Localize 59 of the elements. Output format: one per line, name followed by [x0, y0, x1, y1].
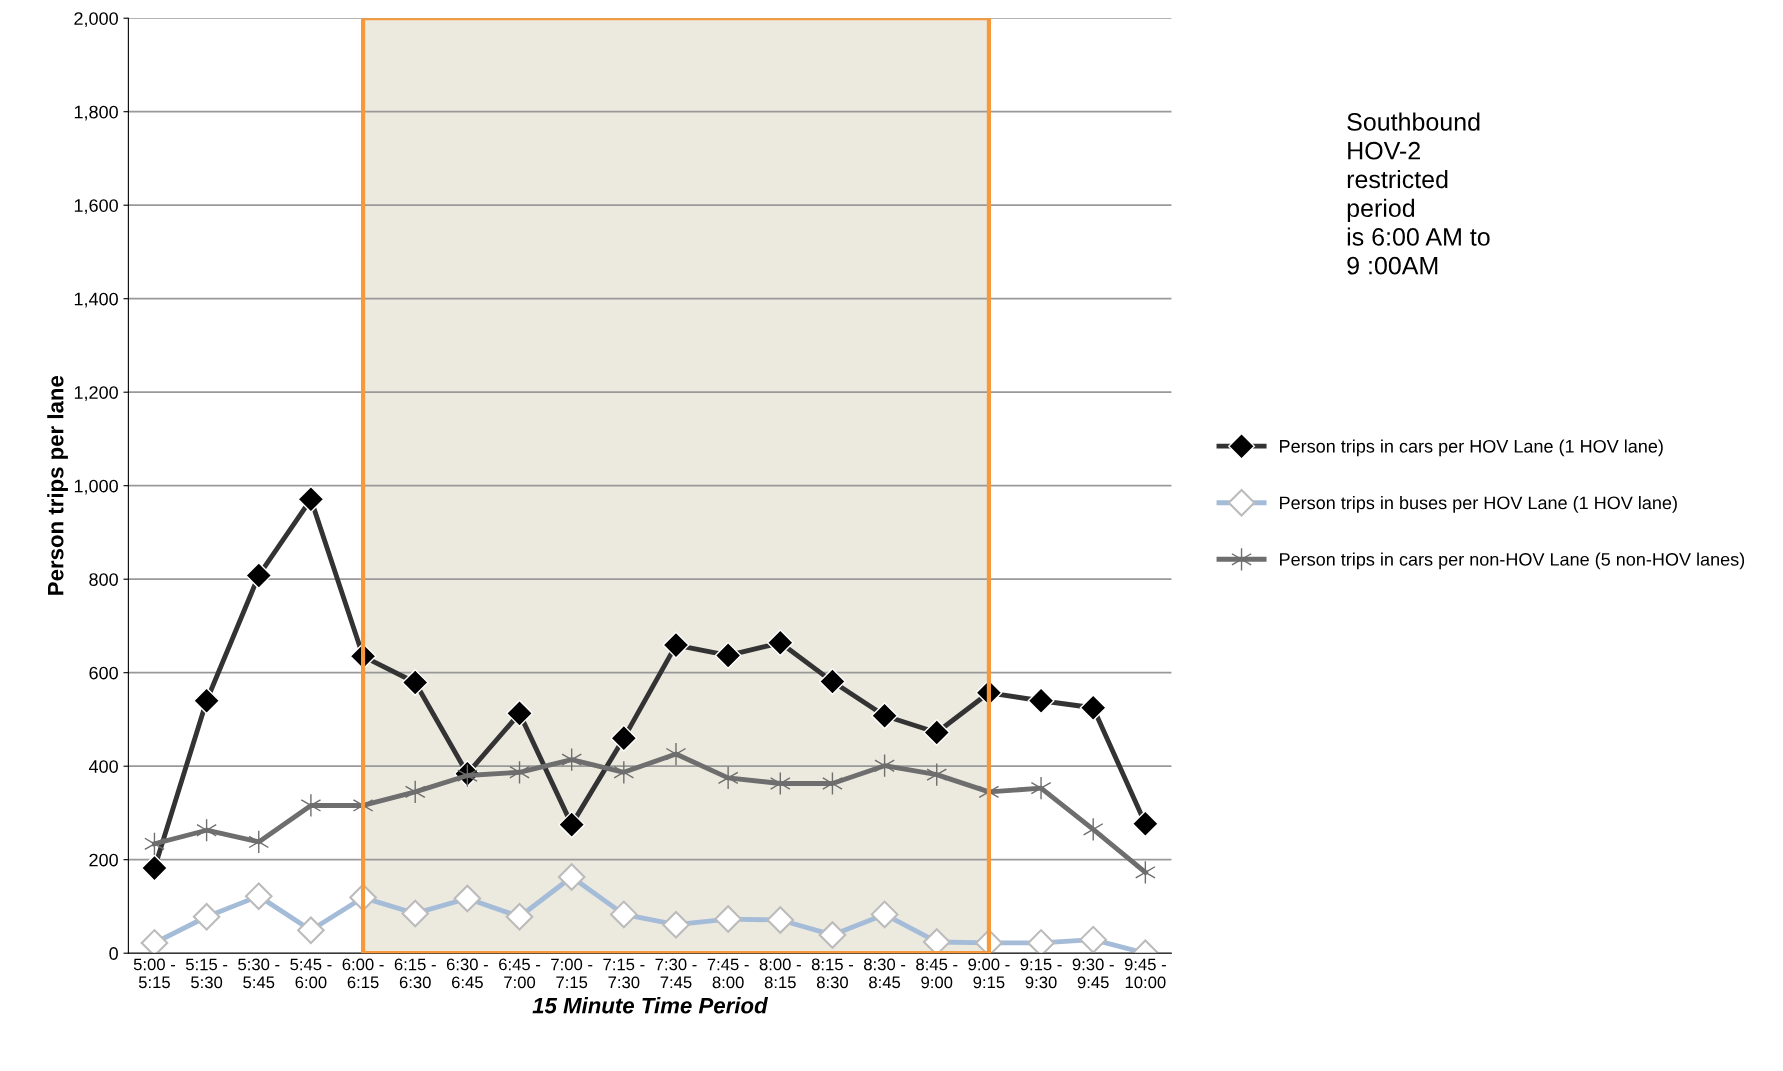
point [610, 900, 638, 929]
x-tick-label: 6:30 - 6:45 [446, 958, 488, 989]
point [613, 760, 635, 785]
x-tick-label: 8:00 - 8:15 [759, 958, 801, 989]
point [453, 884, 482, 913]
x-tick-label: 6:00 - 6:15 [342, 958, 384, 989]
x-tick-label: 7:15 - 7:30 [603, 958, 645, 989]
point [665, 742, 687, 766]
point [1027, 929, 1055, 954]
y-tick-label: 0 [109, 947, 118, 960]
y-tick-label: 400 [88, 760, 118, 773]
point [244, 882, 273, 910]
x-tick-label: 5:45 - 6:00 [290, 958, 332, 989]
point [1030, 776, 1052, 800]
y-tick-label: 1,400 [74, 292, 118, 308]
y-axis-title: Person trips per lane [47, 375, 68, 595]
y-tick-label: 1,200 [74, 386, 118, 402]
y-tick-label: 2,000 [74, 12, 118, 28]
x-tick-label: 9:30 - 9:45 [1072, 958, 1114, 989]
legend-label: Person trips in cars per non-HOV Lane (5 non-HOV lanes) [1280, 552, 1745, 570]
point [401, 899, 430, 928]
legend-label: Person trips in cars per HOV Lane (1 HOV lane) [1280, 439, 1663, 457]
y-tick-label: 800 [89, 573, 118, 586]
point [717, 766, 739, 790]
x-tick-label: 8:45 - 9:00 [916, 958, 958, 989]
x-tick-label: 7:30 - 7:45 [655, 958, 697, 989]
x-tick-label: 7:45 - 8:00 [707, 958, 749, 989]
point [140, 929, 169, 954]
point [505, 902, 534, 931]
x-tick-label: 7:00 - 7:15 [551, 958, 593, 989]
x-tick-label: 5:15 - 5:30 [185, 958, 228, 989]
y-tick-label: 200 [89, 853, 118, 867]
x-tick-label: 5:00 - 5:15 [133, 958, 176, 989]
y-tick-label: 1,000 [74, 479, 118, 495]
text: Southbound HOV-2 restricted period is 6:00 AM to 9 :00AM [1347, 112, 1490, 275]
point [557, 863, 586, 891]
point [1079, 925, 1108, 954]
point [300, 793, 322, 818]
legend-label: Person trips in buses per HOV Lane (1 HOV lane) [1280, 495, 1677, 513]
y-tick-label: 1,600 [74, 199, 118, 215]
x-tick-label: 5:30 - 5:45 [238, 958, 280, 989]
point [766, 906, 795, 934]
x-tick-label: 6:45 - 7:00 [499, 958, 541, 989]
x-axis-title: 15 Minute Time Period [532, 997, 769, 1014]
y-tick-label: 1,800 [74, 105, 118, 121]
x-tick-label: 6:15 - 6:30 [394, 958, 436, 989]
x-tick-label: 8:30 - 8:45 [864, 958, 906, 989]
x-tick-label: 9:00 - 9:15 [968, 958, 1010, 989]
x-tick-label: 8:15 - 8:30 [811, 958, 854, 989]
point [714, 905, 742, 933]
point [870, 900, 899, 929]
point [662, 910, 690, 939]
x-tick-label: 9:15 - 9:30 [1020, 958, 1062, 989]
point [297, 916, 325, 945]
x-tick-label: 9:45 - 10:00 [1124, 958, 1166, 989]
y-tick-label: 600 [89, 666, 118, 680]
point [922, 928, 951, 954]
point [818, 921, 847, 949]
point [192, 902, 221, 931]
